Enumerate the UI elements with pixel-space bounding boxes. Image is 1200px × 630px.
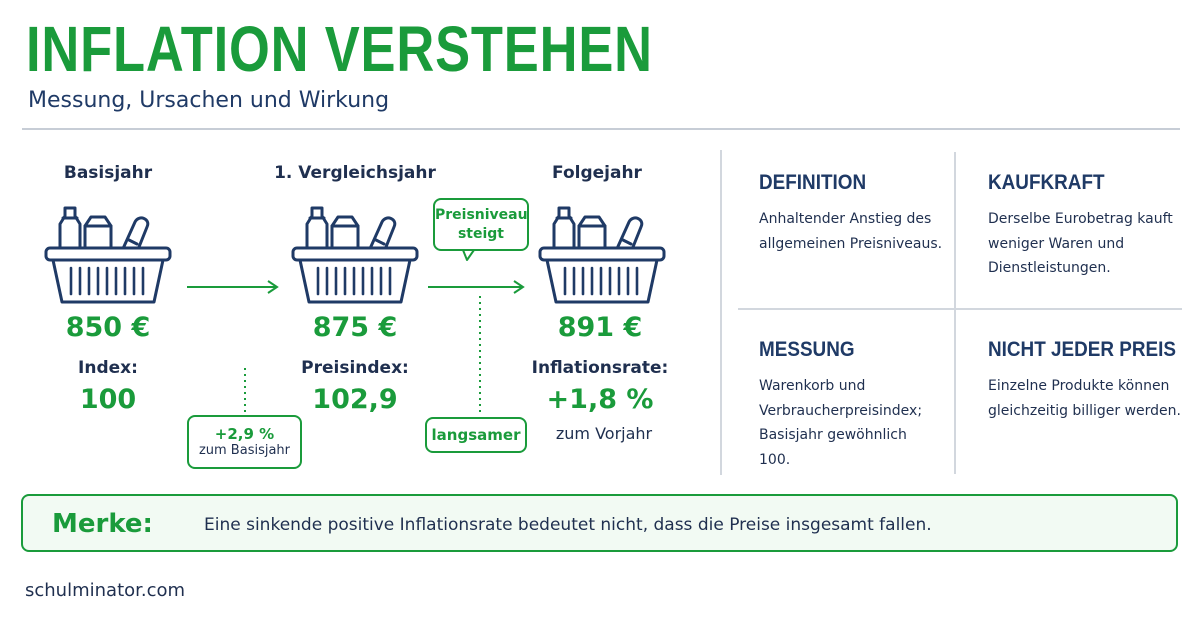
speech-line-1: Preisniveau: [435, 207, 528, 223]
card-title: KAUFKRAFT: [988, 171, 1105, 194]
page-title: INFLATION VERSTEHEN: [26, 13, 653, 85]
index-note-folgejahr: zum Vorjahr: [555, 424, 653, 443]
merke-text: Eine sinkende positive Inflationsrate be…: [204, 515, 932, 535]
index-label-vergleichsjahr: Preisindex:: [301, 358, 409, 378]
speech-bubble: Preisniveau steigt: [433, 198, 529, 251]
panel-divider: [720, 150, 722, 475]
speech-line-2: steigt: [457, 226, 505, 242]
change-value: +2,9 %: [214, 425, 275, 443]
price-vergleichsjahr: 875 €: [312, 312, 398, 343]
price-basisjahr: 850 €: [65, 312, 151, 343]
card-text: Warenkorb und Verbraucherpreisindex; Bas…: [759, 378, 923, 468]
step-label-basisjahr: Basisjahr: [63, 163, 153, 183]
card-divider-horizontal: [738, 308, 1182, 310]
card-kaufkraft: KAUFKRAFT Derselbe Eurobetrag kauft weni…: [988, 171, 1178, 281]
slower-callout: langsamer: [425, 417, 527, 453]
card-title: DEFINITION: [759, 171, 867, 194]
card-text: Einzelne Produkte können gleichzeitig bi…: [988, 378, 1181, 419]
slower-label: langsamer: [431, 426, 521, 444]
arrow-head-icon: [267, 280, 279, 294]
card-title: MESSUNG: [759, 338, 855, 361]
step-label-folgejahr: Folgejahr: [552, 163, 642, 183]
merke-label: Merke:: [52, 509, 153, 539]
card-title: NICHT JEDER PREIS: [988, 338, 1176, 361]
price-folgejahr: 891 €: [557, 312, 643, 343]
timeline-connectors: [187, 249, 525, 416]
merke-box: [21, 494, 1178, 552]
card-text: Derselbe Eurobetrag kauft weniger Waren …: [988, 211, 1173, 276]
change-note: zum Basisjahr: [198, 443, 291, 458]
card-definition: DEFINITION Anhaltender Anstieg des allge…: [759, 171, 959, 256]
index-label-folgejahr: Inflationsrate:: [531, 358, 669, 378]
card-divider-vertical: [954, 152, 956, 474]
card-nicht-jeder-preis: NICHT JEDER PREIS Einzelne Produkte könn…: [988, 338, 1197, 423]
arrow-head-icon: [513, 280, 525, 294]
change-callout: +2,9 % zum Basisjahr: [187, 415, 302, 469]
speech-bubble-tail: [462, 249, 475, 261]
index-value-vergleichsjahr: 102,9: [312, 384, 398, 415]
index-label-basisjahr: Index:: [78, 358, 138, 378]
card-text: Anhaltender Anstieg des allgemeinen Prei…: [759, 211, 943, 252]
page-subtitle: Messung, Ursachen und Wirkung: [28, 88, 390, 113]
index-value-folgejahr: +1,8 %: [546, 384, 654, 415]
header-divider: [22, 128, 1180, 130]
card-messung: MESSUNG Warenkorb und Verbraucherpreisin…: [759, 338, 939, 472]
step-label-vergleichsjahr: 1. Vergleichsjahr: [274, 163, 436, 183]
index-value-basisjahr: 100: [79, 384, 137, 415]
footer-source: schulminator.com: [25, 580, 186, 601]
